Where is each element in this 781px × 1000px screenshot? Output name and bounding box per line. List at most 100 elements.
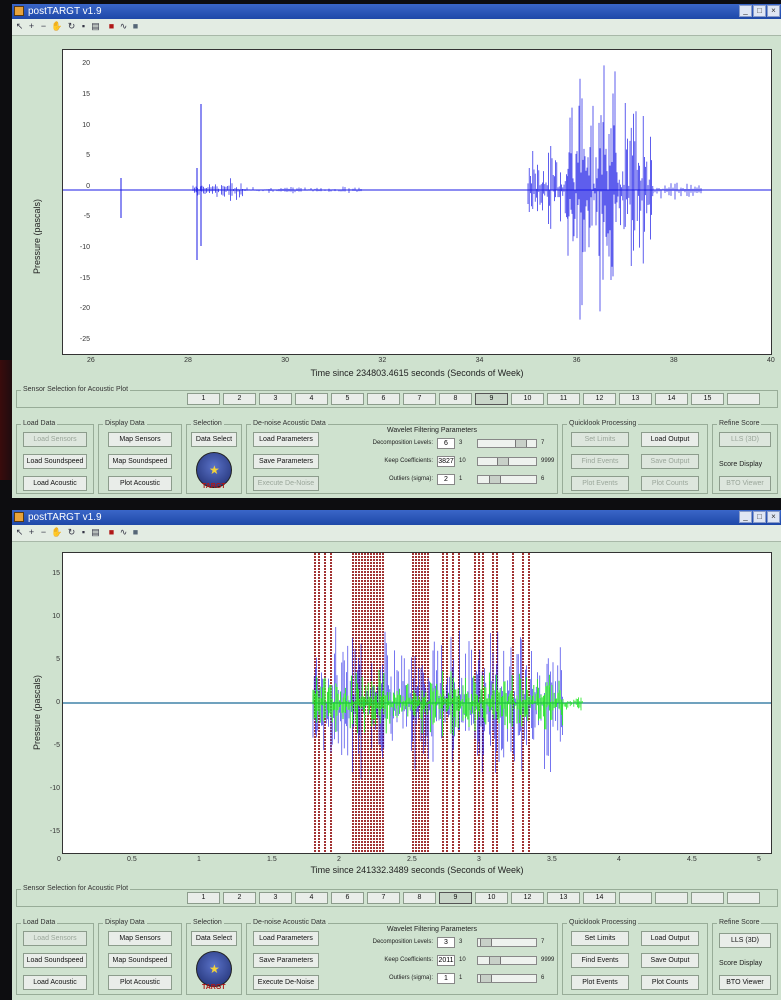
sensor-button[interactable]: 4	[295, 393, 328, 405]
sensor-button[interactable]: 9	[475, 393, 508, 405]
plot-acoustic-button[interactable]: Plot Acoustic	[108, 975, 172, 990]
sensor-button[interactable]: 2	[223, 393, 256, 405]
plot-counts-button[interactable]: Plot Counts	[641, 476, 699, 491]
sensor-button[interactable]: 9	[439, 892, 472, 904]
grid-icon[interactable]: ■	[132, 21, 139, 31]
load-soundspeed-button[interactable]: Load Soundspeed	[23, 953, 87, 968]
sensor-button[interactable]: 6	[331, 892, 364, 904]
slider-thumb[interactable]	[497, 458, 510, 465]
acoustic-plot[interactable]	[62, 552, 772, 854]
load-parameters-button[interactable]: Load Parameters	[253, 931, 319, 946]
keep-coefficients-input[interactable]: 2011	[437, 955, 455, 966]
decomposition-slider[interactable]	[477, 938, 537, 947]
outliers-input[interactable]: 1	[437, 973, 455, 984]
bto-viewer-button[interactable]: BTO Viewer	[719, 975, 771, 990]
load-sensors-button[interactable]: Load Sensors	[23, 931, 87, 946]
map-sensors-button[interactable]: Map Sensors	[108, 432, 172, 447]
sensor-button[interactable]: 7	[367, 892, 400, 904]
sensor-button[interactable]: 5	[331, 393, 364, 405]
data-select-button[interactable]: Data Select	[191, 931, 237, 946]
execute-denoise-button[interactable]: Execute De-Noise	[253, 476, 319, 491]
slider-thumb[interactable]	[514, 440, 527, 447]
load-parameters-button[interactable]: Load Parameters	[253, 432, 319, 447]
sensor-button[interactable]: 14	[583, 892, 616, 904]
decomposition-input[interactable]: 6	[437, 438, 455, 449]
pan-icon[interactable]: ✋	[51, 21, 63, 31]
outliers-slider[interactable]	[477, 475, 537, 484]
save-output-button[interactable]: Save Output	[641, 454, 699, 469]
grid-icon[interactable]: ■	[132, 527, 139, 537]
sensor-button[interactable]: 14	[655, 393, 688, 405]
sensor-button[interactable]: 8	[403, 892, 436, 904]
lls-3d-button[interactable]: LLS (3D)	[719, 432, 771, 447]
acoustic-plot[interactable]	[62, 49, 772, 355]
keep-coefficients-slider[interactable]	[477, 956, 537, 965]
sensor-button[interactable]: 4	[295, 892, 328, 904]
data-select-button[interactable]: Data Select	[191, 432, 237, 447]
sensor-button[interactable]	[619, 892, 652, 904]
plot-counts-button[interactable]: Plot Counts	[641, 975, 699, 990]
rotate-icon[interactable]: ↻	[67, 21, 76, 31]
sensor-button[interactable]: 2	[223, 892, 256, 904]
save-parameters-button[interactable]: Save Parameters	[253, 454, 319, 469]
sensor-button[interactable]	[691, 892, 724, 904]
load-acoustic-button[interactable]: Load Acoustic	[23, 975, 87, 990]
maximize-button[interactable]: □	[753, 511, 766, 523]
pointer-icon[interactable]: ↖	[15, 21, 24, 31]
slider-thumb[interactable]	[489, 957, 502, 964]
sensor-button[interactable]	[727, 892, 760, 904]
load-output-button[interactable]: Load Output	[641, 931, 699, 946]
zoom-in-icon[interactable]: +	[28, 527, 35, 537]
slider-thumb[interactable]	[480, 939, 492, 946]
plot-acoustic-button[interactable]: Plot Acoustic	[108, 476, 172, 491]
set-limits-button[interactable]: Set Limits	[571, 432, 629, 447]
colorbar-icon[interactable]: ■	[108, 527, 115, 537]
decomposition-slider[interactable]	[477, 439, 537, 448]
save-icon[interactable]: ▪	[81, 527, 86, 537]
find-events-button[interactable]: Find Events	[571, 454, 629, 469]
waveform-icon[interactable]: ∿	[119, 527, 128, 537]
plot-events-button[interactable]: Plot Events	[571, 476, 629, 491]
sensor-button[interactable]: 3	[259, 393, 292, 405]
zoom-out-icon[interactable]: −	[40, 21, 47, 31]
set-limits-button[interactable]: Set Limits	[571, 931, 629, 946]
save-output-button[interactable]: Save Output	[641, 953, 699, 968]
rotate-icon[interactable]: ↻	[67, 527, 76, 537]
save-icon[interactable]: ▪	[81, 21, 86, 31]
keep-coefficients-input[interactable]: 3827	[437, 456, 455, 467]
sensor-button[interactable]: 12	[583, 393, 616, 405]
load-sensors-button[interactable]: Load Sensors	[23, 432, 87, 447]
sensor-button[interactable]	[727, 393, 760, 405]
plot-events-button[interactable]: Plot Events	[571, 975, 629, 990]
outliers-slider[interactable]	[477, 974, 537, 983]
sensor-button[interactable]: 10	[475, 892, 508, 904]
sensor-button[interactable]: 1	[187, 393, 220, 405]
minimize-button[interactable]: _	[739, 5, 752, 17]
pointer-icon[interactable]: ↖	[15, 527, 24, 537]
execute-denoise-button[interactable]: Execute De-Noise	[253, 975, 319, 990]
decomposition-input[interactable]: 3	[437, 937, 455, 948]
zoom-in-icon[interactable]: +	[28, 21, 35, 31]
print-icon[interactable]: ▤	[91, 21, 100, 31]
sensor-button[interactable]	[655, 892, 688, 904]
zoom-out-icon[interactable]: −	[40, 527, 47, 537]
sensor-button[interactable]: 10	[511, 393, 544, 405]
map-soundspeed-button[interactable]: Map Soundspeed	[108, 454, 172, 469]
sensor-button[interactable]: 6	[367, 393, 400, 405]
close-button[interactable]: ×	[767, 5, 780, 17]
load-soundspeed-button[interactable]: Load Soundspeed	[23, 454, 87, 469]
minimize-button[interactable]: _	[739, 511, 752, 523]
slider-thumb[interactable]	[489, 476, 502, 483]
load-acoustic-button[interactable]: Load Acoustic	[23, 476, 87, 491]
maximize-button[interactable]: □	[753, 5, 766, 17]
sensor-button[interactable]: 7	[403, 393, 436, 405]
keep-coefficients-slider[interactable]	[477, 457, 537, 466]
sensor-button[interactable]: 8	[439, 393, 472, 405]
lls-3d-button[interactable]: LLS (3D)	[719, 933, 771, 948]
find-events-button[interactable]: Find Events	[571, 953, 629, 968]
slider-thumb[interactable]	[480, 975, 492, 982]
sensor-button[interactable]: 12	[511, 892, 544, 904]
map-soundspeed-button[interactable]: Map Soundspeed	[108, 953, 172, 968]
sensor-button[interactable]: 15	[691, 393, 724, 405]
outliers-input[interactable]: 2	[437, 474, 455, 485]
